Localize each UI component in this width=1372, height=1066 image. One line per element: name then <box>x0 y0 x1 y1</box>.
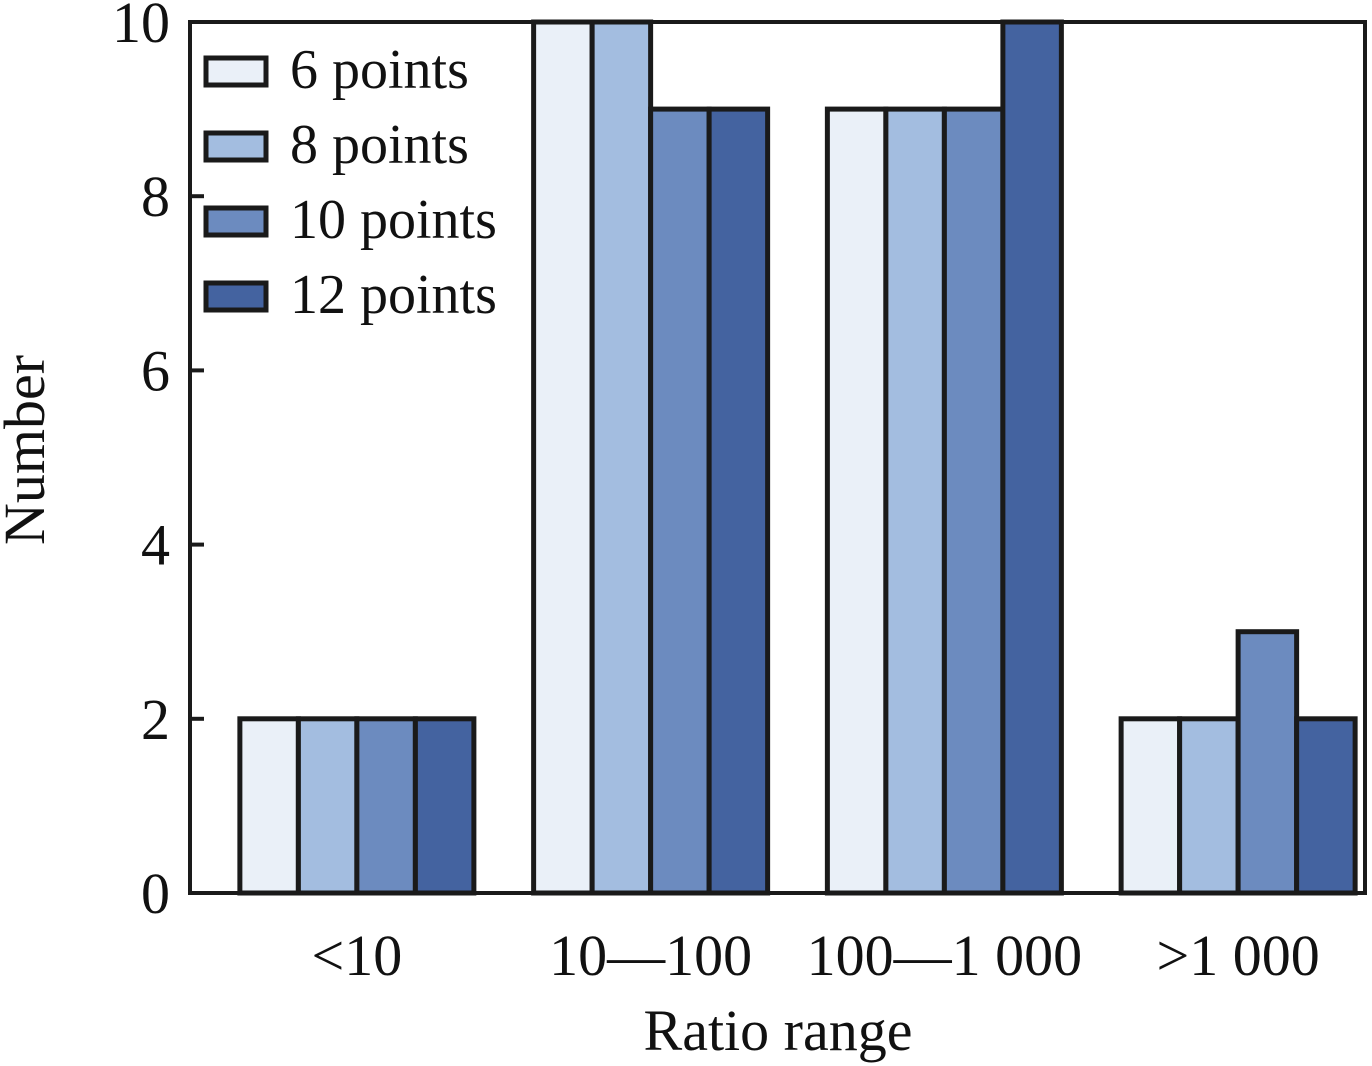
bar-series2-cat2 <box>941 106 1006 896</box>
bar-series3-cat0 <box>412 716 477 896</box>
bars-layer <box>237 19 1358 896</box>
legend-label: 8 points <box>290 114 469 176</box>
bar-series3-cat1 <box>706 106 771 896</box>
x-tick-label: 10—100 <box>549 923 752 988</box>
plot-frame <box>188 20 1367 895</box>
bar-series0-cat0 <box>237 716 301 896</box>
legend-swatch <box>203 130 269 163</box>
y-axis-title: Number <box>0 355 57 545</box>
y-tick-label: 2 <box>141 687 170 752</box>
y-axis-ticks: 0 2 4 6 8 10 <box>112 0 204 926</box>
bar-series2-cat3 <box>1235 629 1300 896</box>
bar-series2-cat0 <box>354 716 418 896</box>
bar-series2-cat1 <box>648 106 712 896</box>
bar-series1-cat0 <box>295 716 360 896</box>
x-axis-title: Ratio range <box>644 998 913 1063</box>
x-tick-label: >1 000 <box>1157 923 1320 988</box>
bar-series3-cat2 <box>1000 19 1064 896</box>
legend-swatch <box>203 205 269 238</box>
bar-series3-cat3 <box>1294 716 1358 896</box>
y-tick-label: 0 <box>141 861 170 926</box>
y-tick-label: 10 <box>112 0 170 55</box>
x-axis-ticks: <10 10—100 100—1 000 >1 000 <box>312 923 1320 988</box>
legend-label: 12 points <box>290 264 497 326</box>
bar-series0-cat3 <box>1118 716 1183 896</box>
legend-swatch <box>203 280 269 313</box>
legend: 6 points 8 points 10 points 12 points <box>203 39 497 326</box>
y-tick-label: 4 <box>141 513 170 578</box>
y-tick-label: 6 <box>141 338 170 403</box>
legend-label: 6 points <box>290 39 469 101</box>
x-tick-label: 100—1 000 <box>807 923 1083 988</box>
y-tick-label: 8 <box>141 164 170 229</box>
legend-label: 10 points <box>290 189 497 251</box>
bar-series0-cat1 <box>531 19 595 896</box>
bar-series1-cat1 <box>589 19 654 896</box>
x-tick-label: <10 <box>312 923 403 988</box>
bar-series1-cat2 <box>883 106 947 896</box>
bar-series0-cat2 <box>824 106 889 896</box>
legend-swatch <box>203 55 269 88</box>
bar-series1-cat3 <box>1177 716 1241 896</box>
